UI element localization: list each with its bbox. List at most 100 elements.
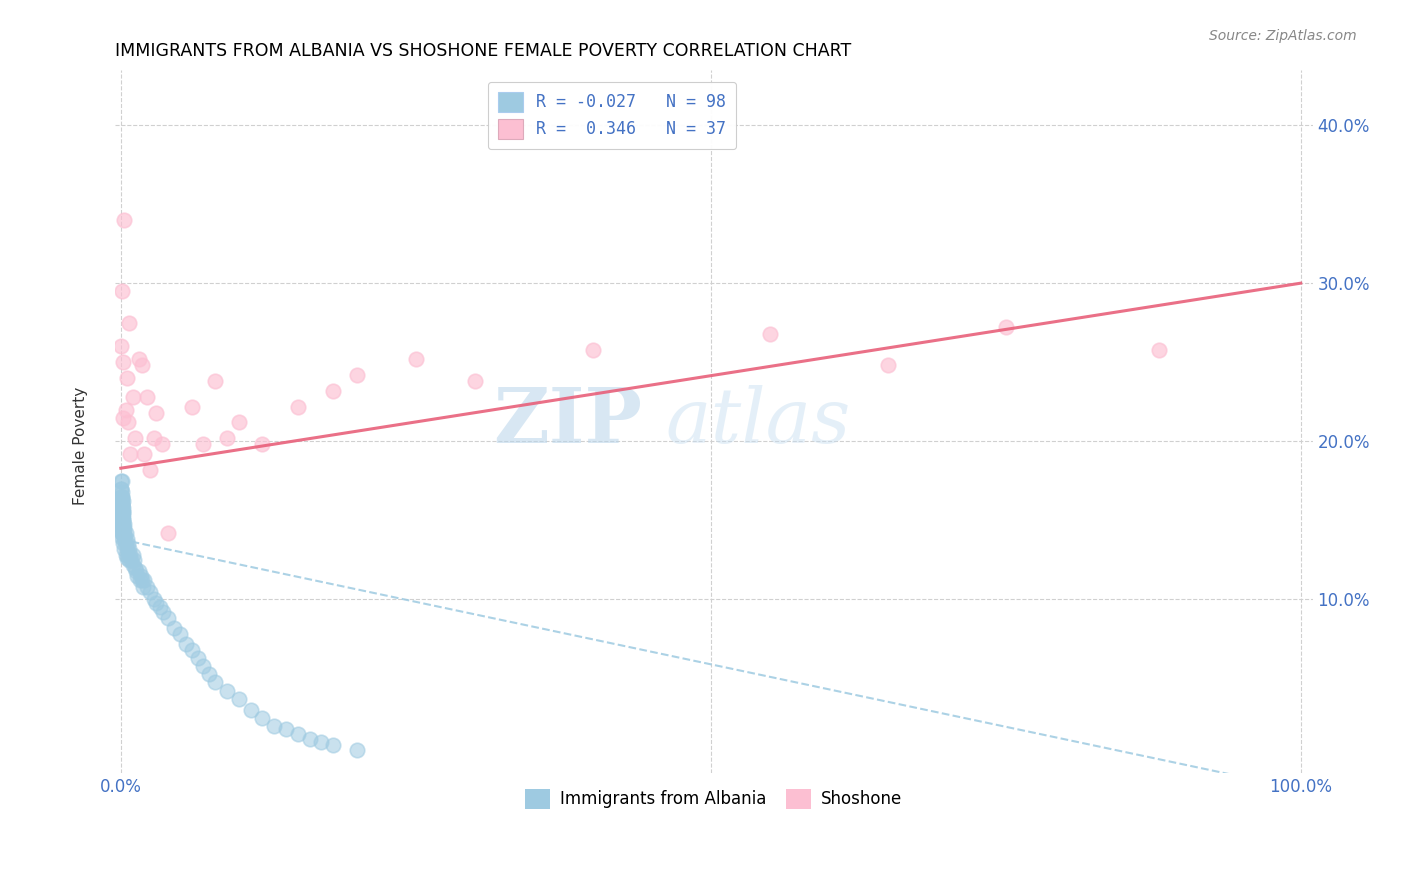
Point: [186, 651, 208, 665]
Point: [114, 537, 136, 551]
Point: [1147, 343, 1170, 357]
Point: [111, 506, 134, 520]
Point: [110, 513, 132, 527]
Text: IMMIGRANTS FROM ALBANIA VS SHOSHONE FEMALE POVERTY CORRELATION CHART: IMMIGRANTS FROM ALBANIA VS SHOSHONE FEMA…: [115, 42, 851, 60]
Point: [112, 533, 135, 547]
Point: [274, 722, 297, 736]
Point: [110, 339, 132, 353]
Point: [111, 516, 134, 531]
Point: [124, 561, 146, 575]
Point: [115, 551, 138, 566]
Point: [115, 533, 138, 547]
Point: [111, 506, 134, 520]
Point: [163, 621, 186, 635]
Point: [111, 500, 134, 515]
Point: [121, 548, 143, 562]
Point: [111, 513, 134, 527]
Point: [174, 637, 197, 651]
Point: [112, 535, 135, 549]
Point: [132, 580, 155, 594]
Point: [346, 368, 368, 382]
Point: [127, 568, 149, 582]
Point: [204, 374, 226, 388]
Point: [111, 494, 134, 508]
Point: [145, 406, 167, 420]
Point: [117, 537, 139, 551]
Point: [112, 541, 135, 556]
Point: [112, 521, 135, 535]
Point: [204, 674, 226, 689]
Point: [111, 508, 134, 523]
Point: [112, 410, 135, 425]
Point: [120, 553, 142, 567]
Point: [239, 703, 262, 717]
Point: [180, 643, 202, 657]
Text: ZIP: ZIP: [494, 384, 643, 458]
Point: [111, 490, 134, 504]
Point: [157, 611, 180, 625]
Point: [112, 513, 135, 527]
Legend: Immigrants from Albania, Shoshone: Immigrants from Albania, Shoshone: [519, 782, 910, 816]
Point: [139, 584, 162, 599]
Point: [287, 727, 309, 741]
Point: [121, 390, 143, 404]
Point: [994, 320, 1017, 334]
Point: [110, 498, 132, 512]
Point: [111, 508, 134, 523]
Point: [135, 390, 157, 404]
Text: Source: ZipAtlas.com: Source: ZipAtlas.com: [1209, 29, 1357, 43]
Point: [111, 355, 134, 369]
Point: [111, 506, 134, 520]
Point: [346, 742, 368, 756]
Point: [135, 580, 157, 594]
Point: [111, 284, 134, 298]
Point: [110, 498, 132, 512]
Point: [405, 352, 427, 367]
Point: [180, 400, 202, 414]
Point: [215, 684, 238, 698]
Point: [111, 498, 134, 512]
Point: [112, 526, 135, 541]
Point: [112, 516, 135, 531]
Point: [112, 529, 135, 543]
Point: [112, 529, 135, 543]
Point: [111, 498, 134, 512]
Point: [115, 541, 138, 556]
Point: [110, 482, 132, 496]
Point: [111, 494, 134, 508]
Point: [263, 719, 285, 733]
Text: atlas: atlas: [666, 384, 851, 458]
Point: [124, 431, 146, 445]
Point: [110, 490, 132, 504]
Point: [139, 463, 162, 477]
Point: [150, 437, 173, 451]
Point: [111, 531, 134, 545]
Point: [322, 384, 344, 398]
Point: [252, 437, 274, 451]
Point: [322, 738, 344, 752]
Point: [131, 359, 153, 373]
Point: [112, 506, 135, 520]
Point: [122, 553, 145, 567]
Point: [215, 431, 238, 445]
Point: [121, 558, 143, 572]
Point: [114, 526, 136, 541]
Point: [111, 526, 134, 541]
Point: [876, 359, 898, 373]
Point: [118, 541, 141, 556]
Point: [111, 526, 134, 541]
Point: [252, 711, 274, 725]
Point: [149, 600, 172, 615]
Point: [311, 735, 333, 749]
Point: [111, 519, 134, 533]
Point: [464, 374, 486, 388]
Point: [115, 371, 138, 385]
Point: [112, 521, 135, 535]
Point: [228, 692, 250, 706]
Point: [142, 592, 165, 607]
Point: [128, 564, 150, 578]
Point: [111, 484, 134, 499]
Point: [142, 431, 165, 445]
Point: [287, 400, 309, 414]
Point: [129, 568, 152, 582]
